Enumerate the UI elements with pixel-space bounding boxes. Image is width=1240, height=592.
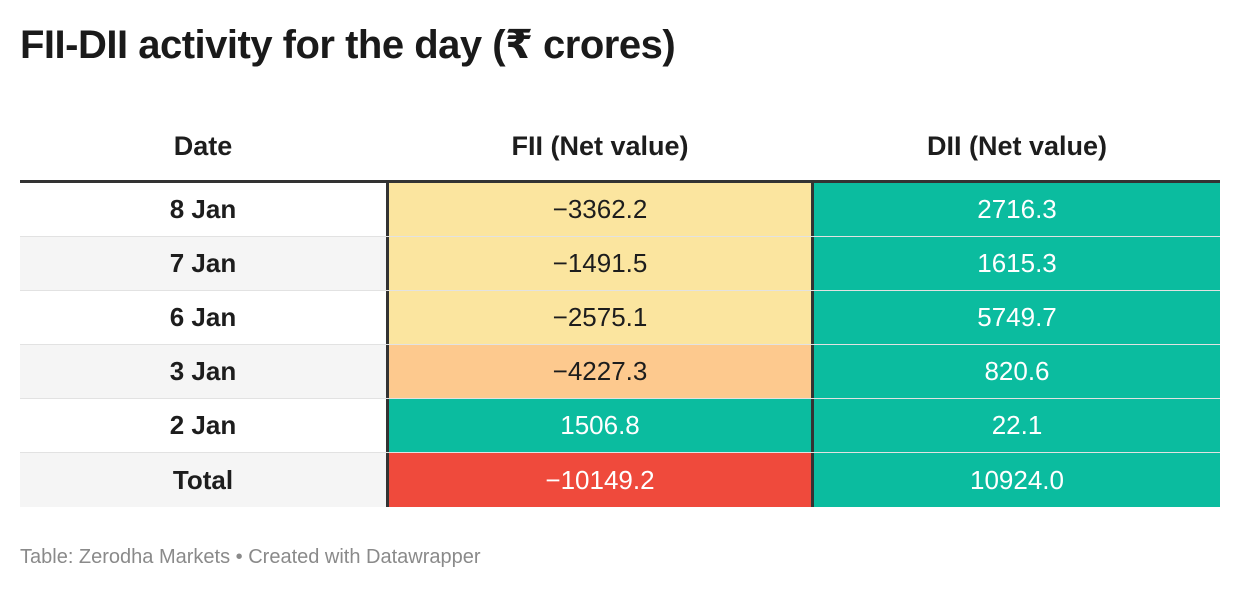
fii-value-cell: −3362.2 xyxy=(386,183,811,236)
table-row: 8 Jan −3362.2 2716.3 xyxy=(20,183,1220,237)
date-cell: 3 Jan xyxy=(20,345,386,398)
table-header: Date FII (Net value) DII (Net value) xyxy=(20,112,1220,183)
fii-value-cell: −4227.3 xyxy=(386,345,811,398)
dii-value-cell: 820.6 xyxy=(811,345,1220,398)
fii-value-cell: −10149.2 xyxy=(386,453,811,507)
fii-dii-table: Date FII (Net value) DII (Net value) 8 J… xyxy=(20,112,1220,507)
dii-value-cell: 22.1 xyxy=(811,399,1220,452)
table-body: 8 Jan −3362.2 2716.3 7 Jan −1491.5 1615.3 6 Ja… xyxy=(20,183,1220,507)
date-cell: 2 Jan xyxy=(20,399,386,452)
dii-value-cell: 10924.0 xyxy=(811,453,1220,507)
date-cell: 7 Jan xyxy=(20,237,386,290)
fii-value-cell: −2575.1 xyxy=(386,291,811,344)
table-row: 2 Jan 1506.8 22.1 xyxy=(20,399,1220,453)
fii-value-cell: −1491.5 xyxy=(386,237,811,290)
dii-value-cell: 2716.3 xyxy=(811,183,1220,236)
fii-value-cell: 1506.8 xyxy=(386,399,811,452)
date-cell: 8 Jan xyxy=(20,183,386,236)
column-header-date[interactable]: Date xyxy=(173,130,233,161)
dii-value-cell: 1615.3 xyxy=(811,237,1220,290)
column-header-dii[interactable]: DII (Net value) xyxy=(926,130,1108,161)
table-row: Total −10149.2 10924.0 xyxy=(20,453,1220,507)
table-row: 6 Jan −2575.1 5749.7 xyxy=(20,291,1220,345)
chart-title: FII-DII activity for the day (₹ crores) xyxy=(20,23,676,67)
table-row: 3 Jan −4227.3 820.6 xyxy=(20,345,1220,399)
source-footer: Table: Zerodha Markets • Created with Da… xyxy=(20,546,481,568)
column-header-fii[interactable]: FII (Net value) xyxy=(511,130,689,161)
dii-value-cell: 5749.7 xyxy=(811,291,1220,344)
table-row: 7 Jan −1491.5 1615.3 xyxy=(20,237,1220,291)
date-cell: 6 Jan xyxy=(20,291,386,344)
date-cell: Total xyxy=(20,453,386,507)
